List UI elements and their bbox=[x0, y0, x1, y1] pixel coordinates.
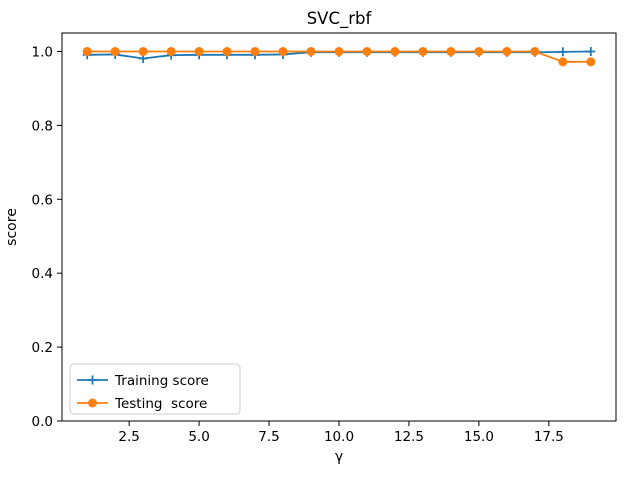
testing-marker-circle bbox=[334, 46, 344, 56]
x-tick-label: 10.0 bbox=[324, 429, 354, 445]
testing-marker-circle bbox=[474, 46, 484, 56]
x-tick-label: 15.0 bbox=[464, 429, 494, 445]
testing-marker-circle bbox=[306, 46, 316, 56]
testing-marker-circle bbox=[530, 46, 540, 56]
testing-marker-circle bbox=[278, 46, 288, 56]
x-tick-label: 12.5 bbox=[394, 429, 424, 445]
legend-samples bbox=[77, 375, 108, 408]
testing-marker-circle bbox=[166, 46, 176, 56]
x-axis-label: γ bbox=[335, 449, 343, 465]
y-tick-label: 0.6 bbox=[32, 192, 53, 208]
testing-marker-circle bbox=[194, 46, 204, 56]
testing-marker-circle bbox=[418, 46, 428, 56]
x-tick-label: 7.5 bbox=[258, 429, 279, 445]
legend-label-training: Training score bbox=[114, 373, 209, 389]
x-tick-label: 2.5 bbox=[118, 429, 139, 445]
testing-marker-circle bbox=[502, 46, 512, 56]
testing-marker-circle bbox=[446, 46, 456, 56]
axis-ticks: 2.5 5.0 7.5 10.0 12.5 15.0 17.5 0.0 0.2 0.4 0.6 0.8… bbox=[32, 44, 564, 445]
testing-marker-circle bbox=[110, 46, 120, 56]
y-tick-label: 0.2 bbox=[32, 340, 53, 356]
chart-title: SVC_rbf bbox=[307, 9, 373, 29]
testing-marker-circle bbox=[138, 46, 148, 56]
x-tick-label: 5.0 bbox=[188, 429, 209, 445]
x-tick-label: 17.5 bbox=[534, 429, 564, 445]
y-tick-label: 0.8 bbox=[32, 118, 53, 134]
testing-marker-circle bbox=[586, 57, 596, 67]
testing-marker-circle bbox=[222, 46, 232, 56]
testing-marker-circle bbox=[362, 46, 372, 56]
testing-marker-circle bbox=[390, 46, 400, 56]
testing-marker-circle bbox=[558, 57, 568, 67]
y-tick-label: 0.0 bbox=[32, 414, 53, 430]
testing-marker-circle bbox=[250, 46, 260, 56]
axes-frame bbox=[61, 32, 617, 422]
testing-marker-circle bbox=[82, 46, 92, 56]
y-axis-label: score bbox=[4, 208, 20, 246]
legend-label-testing: Testing score bbox=[114, 396, 207, 412]
y-tick-label: 1.0 bbox=[32, 44, 53, 60]
legend: Training score Testing score bbox=[69, 363, 241, 415]
testing-marker-circle bbox=[88, 398, 97, 408]
y-tick-label: 0.4 bbox=[32, 266, 53, 282]
plot-area bbox=[82, 46, 596, 67]
legend-box bbox=[69, 363, 241, 415]
